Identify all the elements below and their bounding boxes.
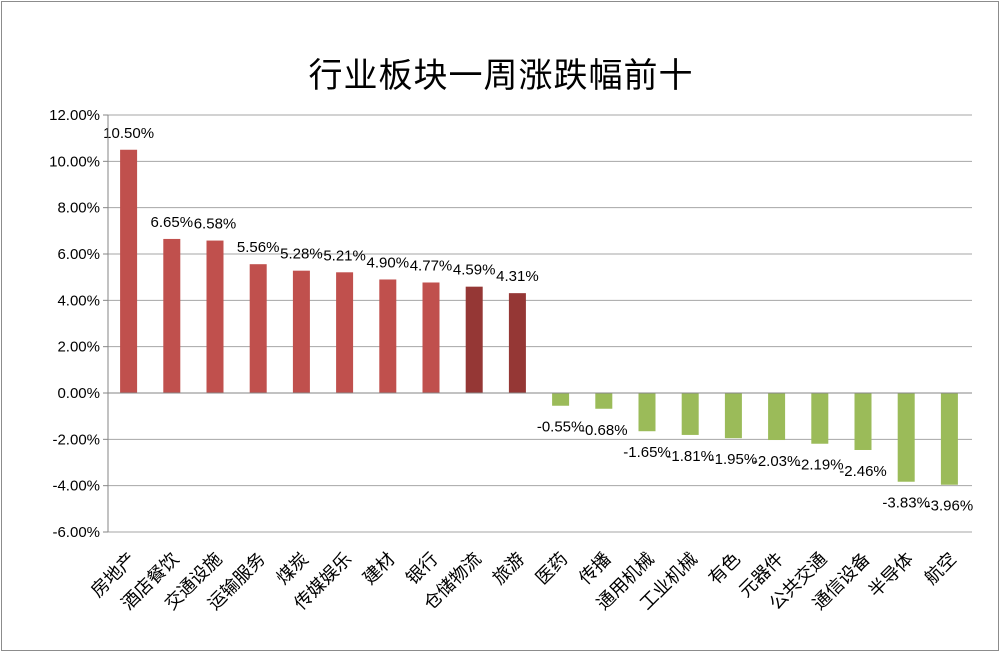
y-tick-label: -2.00% [52,431,100,448]
bar [811,393,829,444]
y-tick-label: 4.00% [57,292,100,309]
data-label: -1.95% [710,451,758,468]
category-label: 航空 [921,549,961,589]
bar [336,272,354,393]
y-tick-label: -6.00% [52,524,100,541]
bar [508,293,526,393]
y-tick-label: 8.00% [57,200,100,217]
bar [163,238,181,393]
bar [292,270,310,393]
bars [120,149,958,485]
y-tick-label: 2.00% [57,339,100,356]
data-labels: 10.50% 6.65% 6.58%5.56% 5.28% 5.21% 4.90% 4.77… [103,125,973,515]
data-label: -2.03% [753,453,801,470]
bar [120,149,138,393]
bar [379,279,397,393]
y-axis-ticks: 12.00% 10.00% 8.00% 6.00% 4.00% 2.00% 0.00% -2.… [49,107,108,541]
data-label: 5.56% [237,239,280,256]
bar [422,282,440,393]
category-label: 建材 [359,549,399,589]
y-tick-label: 10.00% [49,153,100,170]
axes [107,115,972,532]
data-label: -2.19% [796,457,844,474]
data-label: -0.68% [580,422,628,439]
data-label: 4.31% [496,268,539,285]
y-tick-label: 12.00% [49,107,100,124]
data-label: 10.50% [103,125,154,142]
data-label: 4.77% [410,257,453,274]
data-label: -3.96% [926,498,974,515]
y-tick-label: 0.00% [57,385,100,402]
bar [854,393,872,450]
data-label: -3.83% [882,495,930,512]
data-label: 6.65% [151,214,194,231]
category-label: 医药 [532,549,572,589]
bar [940,393,958,485]
bar [249,264,267,393]
bar [681,393,699,435]
bar [897,393,915,482]
data-label: -1.81% [666,448,714,465]
bar [724,393,742,439]
y-tick-label: -4.00% [52,478,100,495]
data-label: 4.90% [367,254,410,271]
category-label: 旅游 [489,549,529,589]
data-label: 5.21% [323,247,366,264]
y-tick-label: 6.00% [57,246,100,263]
data-label: 6.58% [194,216,237,233]
bar [206,240,224,393]
category-label: 半导体 [865,549,918,602]
data-label: -1.65% [623,444,671,461]
bar [638,393,656,432]
data-label: 5.28% [280,246,323,263]
chart-title: 行业板块一周涨跌幅前十 [308,56,694,96]
bar [552,393,570,406]
data-label: -2.46% [839,463,887,480]
bar [595,393,613,409]
data-label: 4.59% [453,262,496,279]
bar [465,286,483,393]
bar [768,393,786,441]
data-label: -0.55% [537,419,585,436]
